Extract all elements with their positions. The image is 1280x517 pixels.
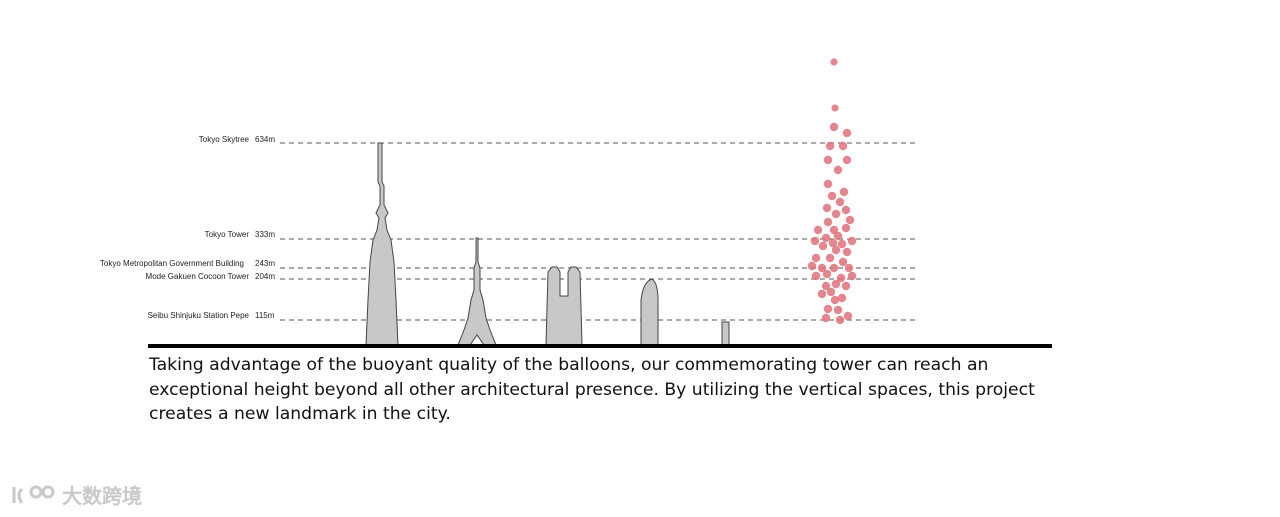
balloon xyxy=(831,245,841,255)
balloon xyxy=(821,281,831,291)
balloon xyxy=(827,191,837,201)
balloon xyxy=(835,197,845,207)
balloon xyxy=(817,289,827,299)
balloon xyxy=(847,236,857,246)
balloon xyxy=(841,223,851,233)
balloon xyxy=(807,261,817,271)
balloon xyxy=(833,305,843,315)
balloon xyxy=(821,313,831,323)
balloon xyxy=(822,203,832,213)
balloon xyxy=(843,311,853,321)
ground-line xyxy=(148,344,1052,348)
balloon xyxy=(833,231,843,241)
label-cocoon-name: Mode Gakuen Cocoon Tower xyxy=(146,272,250,281)
balloon xyxy=(837,239,847,249)
balloon xyxy=(818,241,828,251)
balloon xyxy=(829,225,839,235)
balloon xyxy=(811,253,821,263)
watermark: 大数跨境 xyxy=(10,480,142,509)
balloon xyxy=(825,141,835,151)
skytree-silhouette xyxy=(365,142,399,346)
label-tokyo-tower-height: 333m xyxy=(255,230,275,239)
balloon xyxy=(836,273,846,283)
label-skytree-name: Tokyo Skytree xyxy=(199,135,250,144)
balloon xyxy=(842,155,852,165)
balloon xyxy=(823,304,833,314)
caption-text: Taking advantage of the buoyant quality … xyxy=(149,355,1035,424)
reference-lines xyxy=(280,142,916,321)
pepe-building-silhouette xyxy=(721,321,730,346)
watermark-logo-icon xyxy=(12,485,55,504)
balloon xyxy=(842,128,852,138)
balloon xyxy=(821,233,831,243)
balloon xyxy=(839,187,849,197)
balloon xyxy=(841,205,851,215)
buildings xyxy=(365,142,730,346)
watermark-text: 大数跨境 xyxy=(62,484,142,508)
balloon xyxy=(845,215,855,225)
balloon xyxy=(829,263,839,273)
balloon xyxy=(831,279,841,289)
balloon xyxy=(847,271,857,281)
reference-labels: Tokyo Skytree 634m Tokyo Tower 333m Toky… xyxy=(100,135,275,320)
label-skytree-height: 634m xyxy=(255,135,275,144)
balloon-tower xyxy=(807,58,857,325)
balloon xyxy=(831,209,841,219)
balloon xyxy=(835,315,845,325)
balloon xyxy=(841,281,851,291)
label-cocoon-height: 204m xyxy=(255,272,275,281)
balloon xyxy=(811,271,821,281)
balloon xyxy=(838,141,848,151)
balloon xyxy=(828,238,838,248)
balloon xyxy=(817,263,827,273)
balloon xyxy=(813,225,823,235)
label-metropolitan-height: 243m xyxy=(255,259,275,268)
balloon xyxy=(844,263,854,273)
balloon xyxy=(822,269,832,279)
balloon xyxy=(830,295,840,305)
label-metropolitan-name: Tokyo Metropolitan Government Building xyxy=(100,259,244,268)
balloon xyxy=(810,236,820,246)
tokyo-tower-silhouette xyxy=(457,237,497,346)
balloon xyxy=(833,165,843,175)
balloon xyxy=(830,58,838,66)
label-pepe-name: Seibu Shinjuku Station Pepe xyxy=(148,311,250,320)
balloon xyxy=(829,122,839,132)
balloon xyxy=(825,253,835,263)
balloon xyxy=(831,104,839,112)
label-pepe-height: 115m xyxy=(255,311,275,320)
balloon xyxy=(823,155,833,165)
balloon xyxy=(823,179,833,189)
balloon xyxy=(838,257,848,267)
balloon xyxy=(823,217,833,227)
cocoon-tower-silhouette xyxy=(640,278,659,346)
label-tokyo-tower-name: Tokyo Tower xyxy=(205,230,250,239)
balloon xyxy=(826,287,836,297)
balloon xyxy=(842,247,852,257)
balloon xyxy=(837,293,847,303)
